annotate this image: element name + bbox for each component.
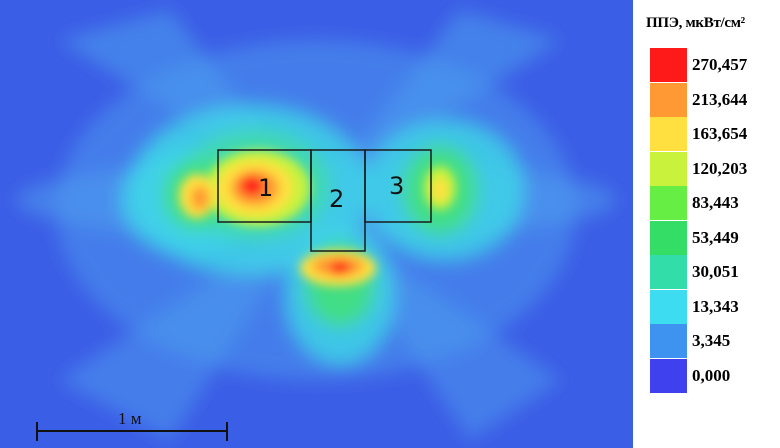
legend-title: ППЭ, мкВт/см²	[646, 15, 745, 31]
scale-bar-label: 1 м	[118, 409, 142, 428]
legend-value: 163,654	[692, 124, 748, 143]
legend: ППЭ, мкВт/см² 270,457 213,644 163,654 120,2…	[640, 0, 780, 448]
legend-swatch	[650, 117, 687, 151]
legend-item: 213,644	[650, 82, 778, 117]
zone-1-label: 1	[258, 174, 273, 202]
legend-item: 120,203	[650, 151, 778, 186]
legend-value: 3,345	[692, 331, 731, 350]
legend-value: 0,000	[692, 365, 731, 385]
legend-item: 270,457	[650, 48, 778, 82]
legend-item: 30,051	[650, 255, 778, 289]
legend-value: 213,644	[692, 89, 748, 109]
legend-item: 83,443	[650, 186, 778, 220]
legend-item: 53,449	[650, 220, 778, 255]
legend-item: 0,000	[650, 358, 778, 393]
legend-swatch	[650, 82, 687, 117]
legend-value: 83,443	[692, 193, 739, 212]
zone-2-label: 2	[329, 185, 344, 213]
legend-swatch	[650, 186, 687, 220]
legend-swatch	[650, 358, 687, 393]
scale-bar	[36, 422, 228, 441]
legend-item: 3,345	[650, 324, 778, 358]
legend-swatch	[650, 289, 687, 324]
legend-swatch	[650, 324, 687, 358]
legend-item: 163,654	[650, 117, 778, 151]
legend-value: 270,457	[692, 55, 748, 74]
legend-swatch	[650, 151, 687, 186]
legend-item: 13,343	[650, 289, 778, 324]
zone-3-outline	[364, 149, 432, 223]
legend-value: 53,449	[692, 227, 739, 247]
zone-outlines	[217, 149, 432, 252]
legend-value: 120,203	[692, 158, 748, 178]
radiation-heatmap: 1 2 3 1 м	[0, 0, 633, 448]
legend-swatch	[650, 48, 687, 82]
zone-3-label: 3	[389, 172, 404, 200]
legend-swatch	[650, 255, 687, 289]
legend-swatch	[650, 220, 687, 255]
legend-value: 30,051	[692, 262, 739, 281]
radiation-hotspots	[179, 150, 456, 286]
legend-value: 13,343	[692, 296, 739, 316]
